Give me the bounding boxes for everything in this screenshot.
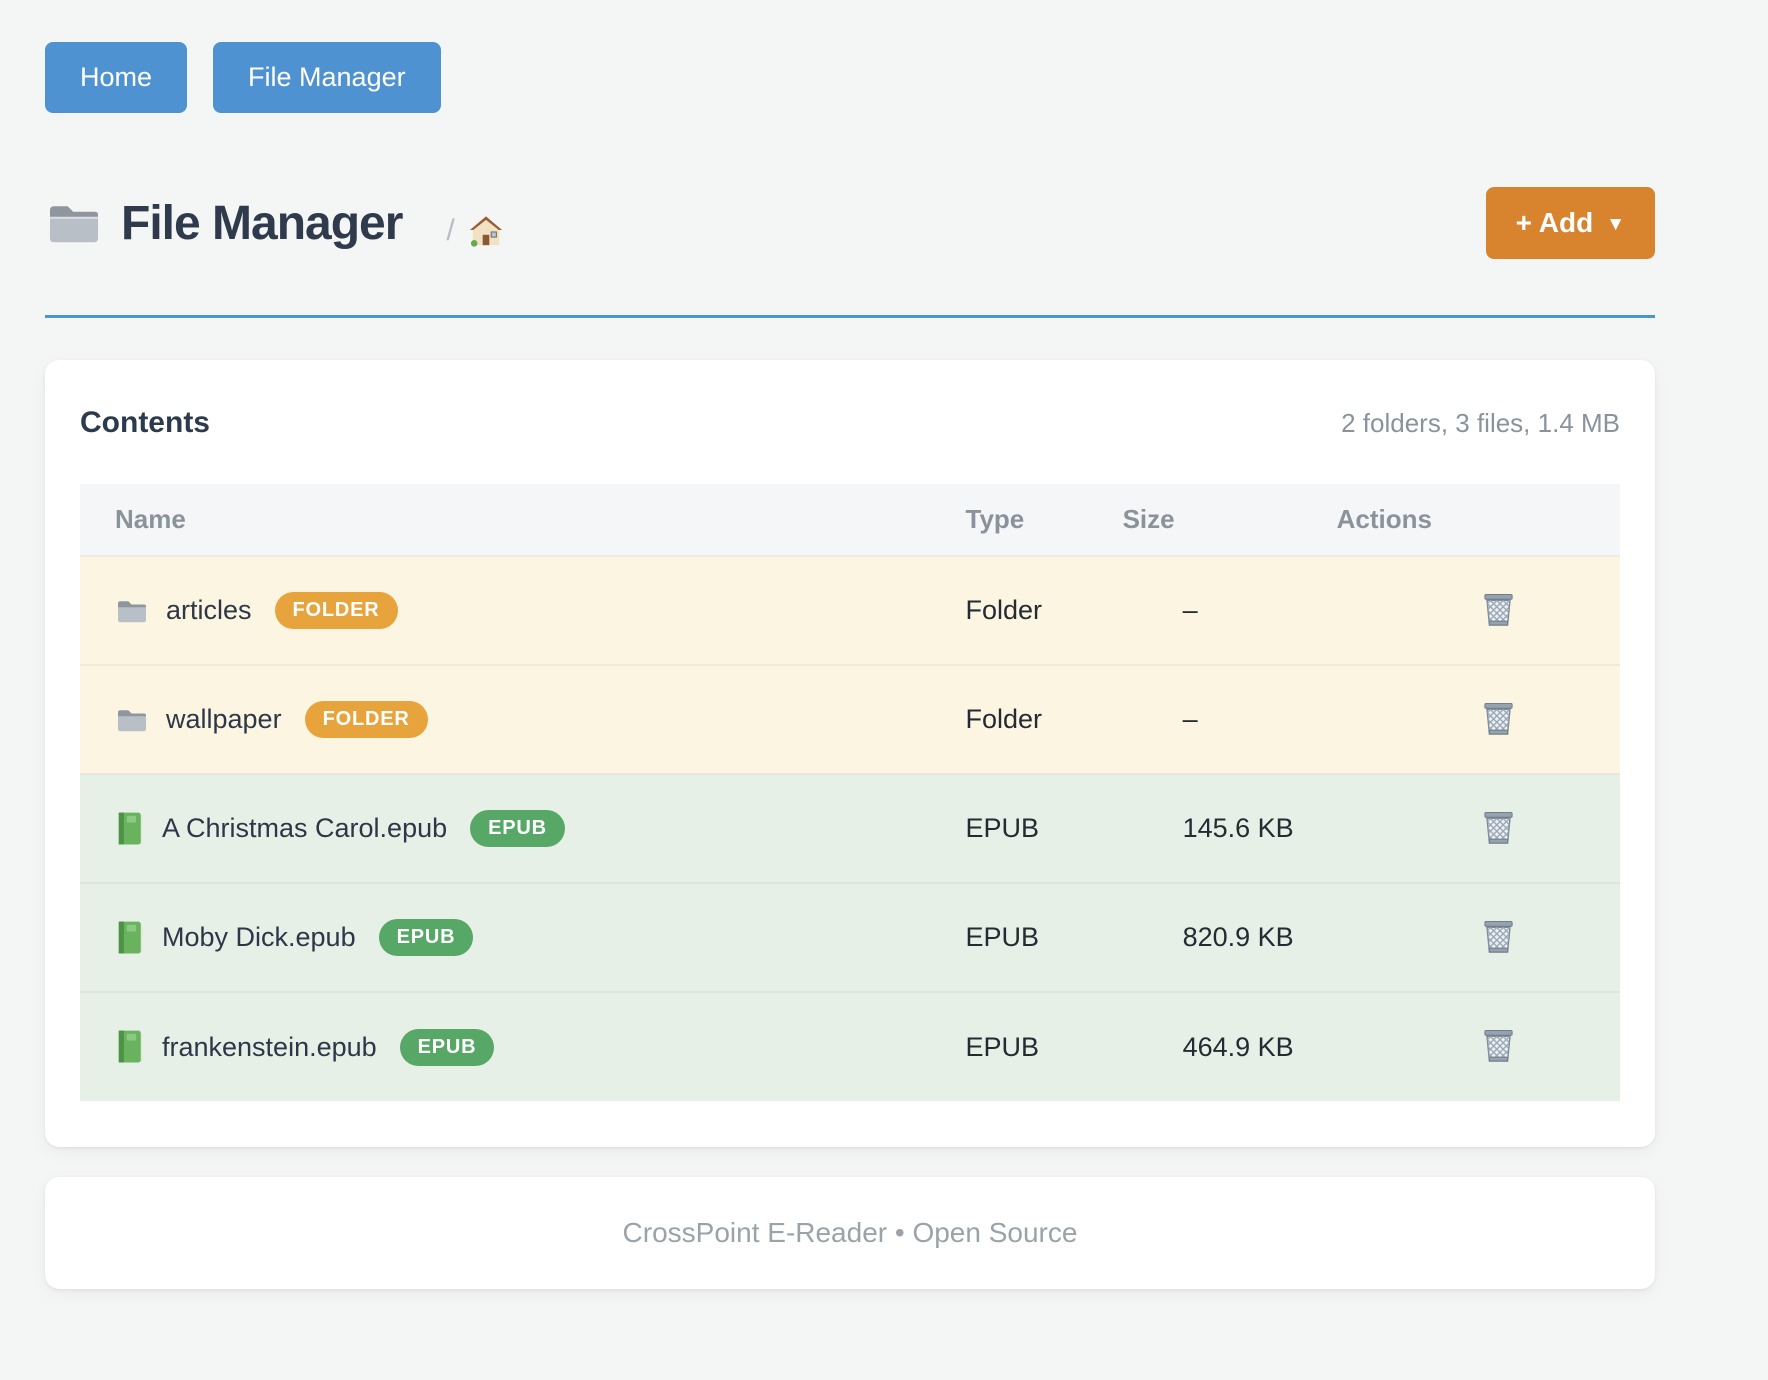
contents-card: Contents 2 folders, 3 files, 1.4 MB Name… <box>45 360 1655 1147</box>
table-row: articles FOLDER Folder – <box>80 556 1620 665</box>
book-icon <box>118 921 143 953</box>
breadcrumb-home-link[interactable] <box>468 214 504 248</box>
file-manager-button[interactable]: File Manager <box>213 42 441 113</box>
footer-text: CrossPoint E-Reader • Open Source <box>622 1217 1078 1248</box>
column-header-actions: Actions <box>1336 504 1432 534</box>
type-cell: Folder <box>965 704 1043 734</box>
table-header: Name Type Size Actions <box>80 484 1620 556</box>
accent-divider <box>45 315 1655 318</box>
size-cell: – <box>1182 595 1198 625</box>
book-icon <box>118 1030 143 1063</box>
contents-summary: 2 folders, 3 files, 1.4 MB <box>1341 408 1620 438</box>
table-row: wallpaper FOLDER Folder – <box>80 665 1620 774</box>
add-button[interactable]: + Add ▼ <box>1485 187 1655 259</box>
breadcrumb: / <box>446 214 503 248</box>
contents-table: Name Type Size Actions articles <box>80 484 1620 1101</box>
type-cell: EPUB <box>965 922 1040 952</box>
footer-card: CrossPoint E-Reader • Open Source <box>45 1177 1655 1289</box>
folder-badge: FOLDER <box>274 592 398 629</box>
trash-icon <box>1484 593 1513 626</box>
size-cell: 145.6 KB <box>1182 813 1294 843</box>
breadcrumb-separator: / <box>446 214 455 247</box>
folder-name-link[interactable]: wallpaper <box>166 704 282 734</box>
type-cell: EPUB <box>965 1031 1040 1062</box>
delete-button[interactable] <box>1475 1023 1522 1068</box>
page: Home File Manager File Manager / <box>45 42 1655 1289</box>
delete-button[interactable] <box>1475 696 1522 741</box>
file-name-link[interactable]: A Christmas Carol.epub <box>162 813 448 843</box>
contents-card-header: Contents 2 folders, 3 files, 1.4 MB <box>80 406 1620 440</box>
delete-button[interactable] <box>1475 914 1522 959</box>
column-header-name: Name <box>115 504 186 534</box>
trash-icon <box>1484 920 1513 953</box>
size-cell: 464.9 KB <box>1182 1031 1294 1062</box>
delete-button[interactable] <box>1475 587 1522 632</box>
epub-badge: EPUB <box>470 810 565 847</box>
page-title-group: File Manager / <box>45 196 504 251</box>
house-icon <box>469 216 502 247</box>
trash-icon <box>1484 811 1513 844</box>
size-cell: – <box>1182 704 1198 734</box>
folder-icon <box>50 206 98 243</box>
folder-name-link[interactable]: articles <box>166 595 252 625</box>
contents-title: Contents <box>80 406 210 439</box>
size-cell: 820.9 KB <box>1182 922 1294 952</box>
book-icon <box>118 812 143 844</box>
file-name-link[interactable]: frankenstein.epub <box>162 1031 377 1062</box>
column-header-size: Size <box>1122 504 1175 534</box>
delete-button[interactable] <box>1475 805 1522 850</box>
type-cell: Folder <box>965 595 1043 625</box>
folder-badge: FOLDER <box>304 701 428 738</box>
epub-badge: EPUB <box>399 1028 495 1066</box>
epub-badge: EPUB <box>378 919 474 956</box>
folder-icon <box>118 709 146 731</box>
trash-icon <box>1484 702 1513 735</box>
page-header: File Manager / + Add ▼ <box>45 187 1655 259</box>
chevron-down-icon: ▼ <box>1606 213 1625 235</box>
page-title: File Manager <box>121 196 403 250</box>
table-row: A Christmas Carol.epub EPUB EPUB 145.6 K… <box>80 774 1620 883</box>
home-button[interactable]: Home <box>45 42 188 113</box>
add-button-label: + Add <box>1515 207 1594 238</box>
table-row: Moby Dick.epub EPUB EPUB 820.9 KB <box>80 883 1620 992</box>
folder-icon <box>118 600 146 622</box>
top-nav: Home File Manager <box>45 42 1655 113</box>
column-header-type: Type <box>965 504 1025 534</box>
type-cell: EPUB <box>965 813 1040 843</box>
trash-icon <box>1484 1029 1513 1062</box>
table-row: frankenstein.epub EPUB EPUB 464.9 KB <box>80 992 1620 1101</box>
file-name-link[interactable]: Moby Dick.epub <box>162 922 356 952</box>
